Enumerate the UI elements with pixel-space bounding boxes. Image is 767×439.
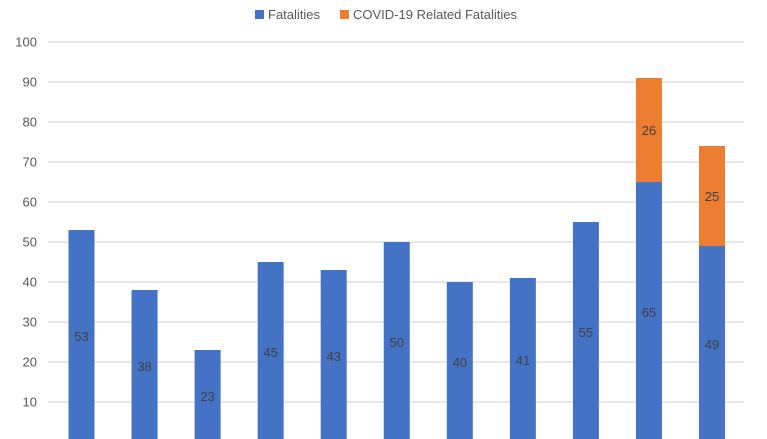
legend-swatch-covid [340, 10, 349, 19]
data-label-covid-10: 26 [642, 123, 656, 138]
data-label-fatalities-4: 45 [263, 345, 277, 360]
bar-fatalities-10 [635, 182, 662, 439]
data-label-fatalities-5: 43 [326, 349, 340, 364]
data-label-fatalities-1: 53 [74, 329, 88, 344]
bar-fatalities-6 [383, 242, 410, 439]
data-label-fatalities-6: 50 [390, 335, 404, 350]
bar-fatalities-5 [320, 270, 347, 439]
bar-fatalities-9 [572, 222, 599, 439]
data-labels: 53 38 23 45 43 50 40 41 55 65 26 49 25 [74, 123, 719, 404]
data-label-covid-11: 25 [705, 189, 719, 204]
bar-fatalities-3 [194, 350, 221, 439]
legend-swatch-fatalities [255, 10, 264, 19]
data-label-fatalities-8: 41 [516, 353, 530, 368]
data-label-fatalities-7: 40 [453, 355, 467, 370]
y-tick-label: 90 [23, 75, 37, 90]
bar-fatalities-1 [68, 230, 95, 439]
bar-fatalities-8 [509, 278, 536, 439]
bar-fatalities-2 [131, 290, 158, 439]
y-tick-label: 60 [23, 195, 37, 210]
y-tick-label: 40 [23, 275, 37, 290]
y-tick-label: 50 [23, 235, 37, 250]
y-tick-label: 30 [23, 315, 37, 330]
bar-fatalities-4 [257, 262, 284, 439]
y-tick-label: 100 [15, 35, 37, 50]
y-tick-label: 80 [23, 115, 37, 130]
y-tick-label: 70 [23, 155, 37, 170]
bar-covid-10 [635, 78, 662, 182]
data-label-fatalities-11: 49 [705, 337, 719, 352]
y-tick-label: 10 [23, 395, 37, 410]
legend-label-fatalities: Fatalities [268, 7, 321, 22]
data-label-fatalities-9: 55 [579, 325, 593, 340]
bar-fatalities-11 [699, 246, 725, 439]
y-axis: 10 20 30 40 50 60 70 80 90 100 [15, 35, 37, 410]
bar-covid-11 [699, 146, 725, 246]
legend-label-covid: COVID-19 Related Fatalities [353, 7, 518, 22]
data-label-fatalities-10: 65 [642, 305, 656, 320]
data-label-fatalities-3: 23 [200, 389, 214, 404]
data-label-fatalities-2: 38 [137, 359, 151, 374]
bar-fatalities-7 [446, 282, 473, 439]
bars [68, 78, 725, 439]
legend: Fatalities COVID-19 Related Fatalities [255, 7, 518, 22]
y-tick-label: 20 [23, 355, 37, 370]
